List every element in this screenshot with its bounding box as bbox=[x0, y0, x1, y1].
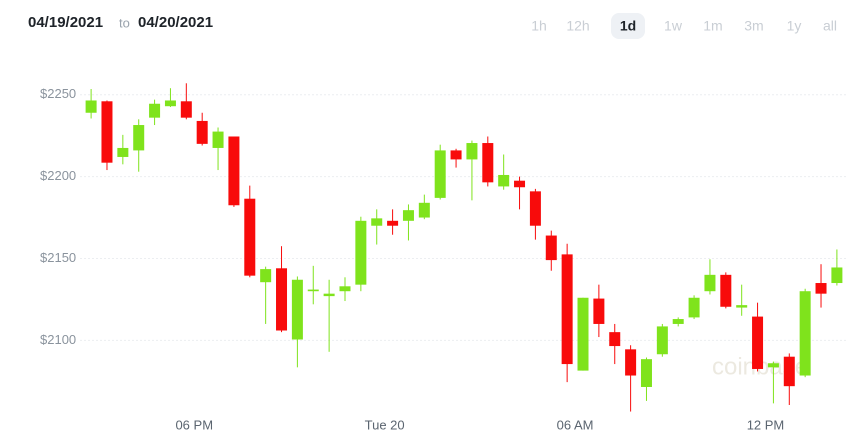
candle-body bbox=[625, 349, 637, 376]
candle-body bbox=[767, 363, 779, 368]
candle-body bbox=[117, 147, 129, 157]
candle-body bbox=[831, 267, 843, 284]
candle-body bbox=[450, 150, 462, 160]
candle-body bbox=[609, 332, 621, 347]
range-button[interactable]: all bbox=[823, 18, 837, 34]
candle-body bbox=[482, 143, 494, 183]
range-buttons: 1h 12h 1d 1w 1m 3m 1y all bbox=[531, 13, 837, 39]
candle-body bbox=[529, 191, 541, 226]
y-tick-label: $2200 bbox=[40, 168, 76, 183]
candle-body bbox=[402, 210, 414, 221]
x-tick-label: Tue 20 bbox=[365, 417, 405, 432]
candle-body bbox=[149, 103, 161, 118]
candle-body bbox=[466, 143, 478, 160]
start-date: 04/19/2021 bbox=[28, 14, 103, 31]
candle-body bbox=[212, 131, 224, 148]
candle-body bbox=[656, 326, 668, 355]
candle-body bbox=[498, 174, 510, 187]
candle-body bbox=[85, 100, 97, 113]
range-button[interactable]: 12h bbox=[566, 18, 589, 34]
y-tick-label: $2150 bbox=[40, 250, 76, 265]
candle-body bbox=[799, 291, 811, 376]
candle-body bbox=[133, 125, 145, 151]
end-date: 04/20/2021 bbox=[138, 14, 213, 31]
candle-body bbox=[514, 180, 526, 188]
candle-body bbox=[720, 274, 732, 307]
candle-body bbox=[323, 293, 335, 297]
candle-body bbox=[355, 220, 367, 285]
candle-body bbox=[371, 218, 383, 226]
candle-body bbox=[593, 298, 605, 324]
candle-body bbox=[577, 297, 589, 371]
candle-body bbox=[418, 202, 430, 218]
y-tick-label: $2100 bbox=[40, 332, 76, 347]
date-separator: to bbox=[119, 15, 130, 30]
candle-body bbox=[752, 316, 764, 369]
candle-body bbox=[704, 274, 716, 292]
candle-body bbox=[815, 283, 827, 294]
candle-body bbox=[688, 297, 700, 318]
candle-body bbox=[101, 101, 113, 163]
candle-body bbox=[180, 101, 192, 118]
range-button[interactable]: 1w bbox=[664, 18, 683, 34]
x-tick-label: 06 AM bbox=[557, 417, 594, 432]
range-button[interactable]: 3m bbox=[744, 18, 763, 34]
candle-body bbox=[196, 120, 208, 144]
range-button[interactable]: 1y bbox=[787, 18, 802, 34]
candle-body bbox=[244, 198, 256, 276]
candle-body bbox=[561, 254, 573, 365]
candle-body bbox=[339, 286, 351, 292]
range-button[interactable]: 1d bbox=[620, 18, 636, 34]
candle-body bbox=[276, 268, 288, 331]
candle-body bbox=[164, 100, 176, 107]
range-button[interactable]: 1h bbox=[531, 18, 547, 34]
x-tick-label: 06 PM bbox=[175, 417, 213, 432]
candle-body bbox=[736, 305, 748, 308]
candle-body bbox=[672, 319, 684, 324]
candle-body bbox=[228, 136, 240, 206]
candle-body bbox=[783, 356, 795, 387]
candle-body bbox=[545, 235, 557, 261]
candle-body bbox=[387, 220, 399, 226]
y-tick-label: $2250 bbox=[40, 86, 76, 101]
selected-range-bg bbox=[611, 13, 645, 39]
x-tick-label: 12 PM bbox=[747, 417, 785, 432]
candle-body bbox=[434, 150, 446, 198]
range-button[interactable]: 1m bbox=[703, 18, 722, 34]
candle-body bbox=[640, 359, 652, 387]
candle-body bbox=[260, 269, 272, 283]
candle-body bbox=[307, 289, 319, 292]
candle-body bbox=[291, 279, 303, 340]
